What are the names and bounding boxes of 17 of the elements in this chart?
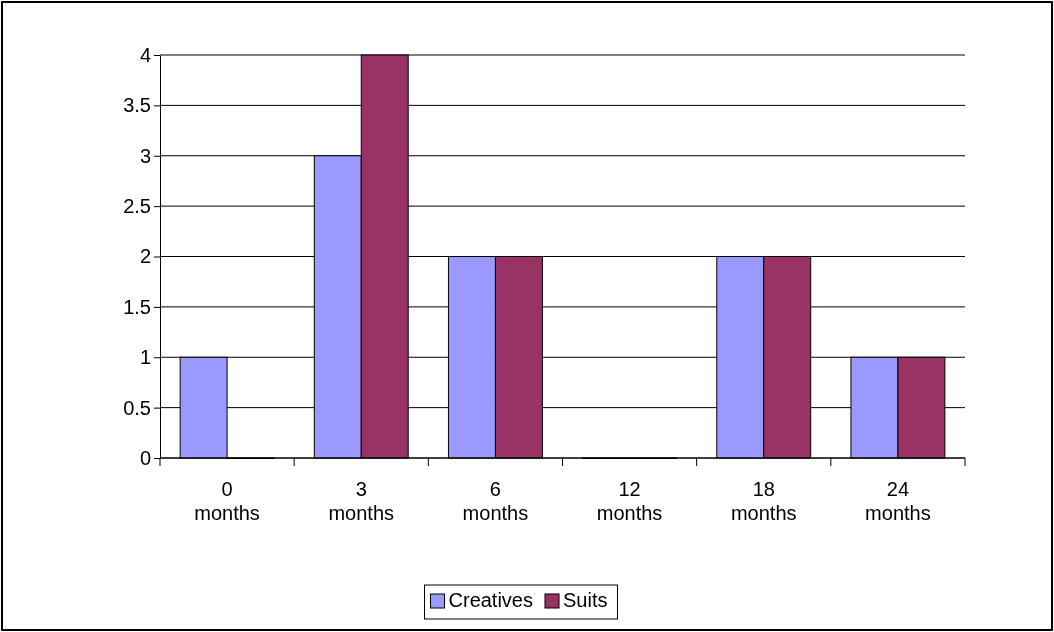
y-tick-label: 0.5 (123, 396, 151, 419)
x-tick-label: 12 months (596, 478, 663, 524)
y-tick-label: 1 (139, 346, 151, 369)
y-tick-label: 3.5 (123, 94, 151, 117)
legend-label: Creatives (448, 589, 534, 611)
legend-label: Suits (563, 589, 608, 611)
x-tick-label: 6 months (462, 478, 529, 524)
y-tick-label: 0 (139, 446, 151, 469)
x-tick-label: 18 months (730, 478, 797, 524)
y-tick-label: 2 (139, 245, 151, 268)
x-tick-label: 3 months (328, 478, 395, 524)
x-tick-label: 0 months (194, 478, 260, 524)
y-tick-label: 3 (139, 144, 151, 167)
y-tick-label: 2.5 (123, 195, 151, 218)
y-tick-label: 1.5 (123, 295, 151, 318)
y-tick-label: 4 (139, 43, 151, 66)
x-tick-label: 24 months (865, 478, 931, 524)
